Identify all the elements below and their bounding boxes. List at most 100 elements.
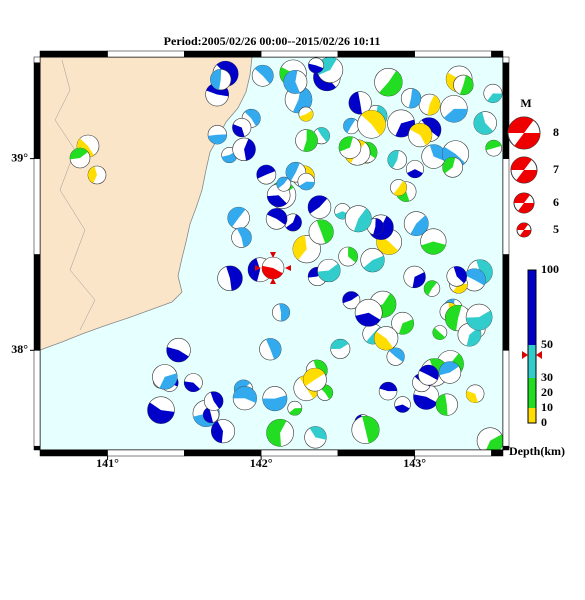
focal-mechanism-fill — [409, 123, 432, 146]
depth-bar — [528, 378, 536, 408]
magnitude-label: 5 — [553, 222, 559, 236]
frame-segment — [33, 56, 41, 64]
title: Period:2005/02/26 00:00--2015/02/26 10:1… — [164, 34, 381, 48]
focal-mechanism-fill — [244, 138, 256, 161]
mainshock-depth-marker — [522, 351, 542, 359]
focal-mechanism-fill — [363, 255, 385, 272]
focal-mechanism-fill — [429, 144, 446, 161]
focal-mechanism-fill — [330, 339, 349, 349]
focal-mechanism-fill — [408, 88, 421, 109]
frame-segment — [502, 445, 510, 451]
focal-mechanism-fill — [379, 70, 403, 97]
focal-mechanism-fill — [453, 283, 468, 294]
focal-mechanism-fill — [233, 386, 257, 403]
focal-mechanism-fill — [147, 402, 175, 424]
depth-label: 20 — [541, 385, 553, 399]
focal-mechanism-fill — [407, 169, 423, 178]
focal-mechanism-fill — [421, 117, 441, 138]
focal-mechanism-fill — [466, 327, 481, 347]
focal-mechanism-fill — [361, 110, 386, 136]
focal-mechanism-fill — [338, 136, 354, 152]
focal-mechanism-fill — [379, 382, 398, 392]
focal-mechanism-fill — [208, 134, 227, 145]
frame-segment — [502, 254, 510, 351]
focal-mechanism-fill — [413, 394, 438, 410]
focal-mechanism-fill — [210, 391, 224, 409]
focal-mechanism-fill — [232, 124, 245, 137]
focal-mechanism-fill — [410, 215, 429, 236]
focal-mechanism-fill — [394, 404, 410, 413]
focal-mechanism-fill — [184, 381, 200, 392]
frame-segment — [260, 50, 339, 58]
focal-mechanism-fill — [211, 420, 224, 443]
focal-mechanism-fill — [265, 338, 282, 360]
magnitude-symbol-fill — [514, 193, 534, 214]
frame-segment — [491, 449, 504, 457]
magnitude-symbol-fill — [511, 157, 537, 183]
frame-segment — [33, 445, 41, 451]
focal-mechanism-fill — [473, 112, 494, 135]
y-tick-label: 39° — [11, 150, 28, 164]
depth-label: 10 — [541, 400, 553, 414]
focal-mechanism-fill — [387, 150, 399, 169]
focal-mechanism-fill — [342, 291, 359, 304]
focal-mechanism-fill — [362, 416, 380, 444]
focal-mechanism-fill — [292, 86, 312, 113]
focal-mechanism-fill — [210, 69, 222, 90]
focal-mechanism-fill — [432, 327, 446, 340]
focal-mechanism-fill — [373, 218, 384, 235]
focal-mechanism-fill — [412, 272, 426, 288]
frame-segment — [502, 350, 510, 447]
depth-bar — [528, 270, 536, 345]
focal-mechanism-fill — [453, 266, 467, 284]
frame-segment — [502, 62, 510, 159]
focal-mechanism-fill — [256, 165, 276, 179]
frame-segment — [491, 50, 504, 58]
focal-mechanism-fill — [348, 247, 358, 263]
depth-label: 100 — [541, 262, 559, 276]
focal-mechanism-fill — [166, 346, 189, 362]
magnitude-title: M — [520, 96, 531, 110]
frame-segment — [502, 56, 510, 64]
focal-mechanism-fill — [374, 331, 394, 351]
focal-mechanism-fill — [279, 303, 290, 322]
depth-bar — [528, 408, 536, 423]
focal-mechanism-fill — [388, 347, 405, 362]
focal-mechanism-fill — [419, 365, 439, 380]
frame-segment — [414, 50, 492, 58]
focal-mechanism-fill — [484, 434, 504, 454]
focal-mechanism-fill — [244, 109, 261, 127]
focal-mechanism-fill — [476, 259, 493, 285]
depth-bar — [528, 345, 536, 378]
frame-segment — [33, 158, 41, 255]
magnitude-symbol-fill — [508, 117, 540, 149]
focal-mechanism-fill — [485, 140, 502, 151]
focal-mechanism-fill — [292, 235, 307, 260]
focal-mechanism-fill — [226, 265, 243, 291]
frame-segment — [39, 50, 108, 58]
focal-mechanism-fill — [308, 63, 324, 74]
focal-mechanism-fill — [343, 118, 356, 133]
focal-mechanism-fill — [443, 108, 468, 123]
focal-mechanism-fill — [283, 70, 300, 94]
x-tick-label: 143° — [403, 456, 426, 470]
focal-mechanism-fill — [393, 180, 407, 196]
focal-mechanism-fill — [466, 310, 493, 331]
depth-bar-frame — [527, 269, 537, 424]
frame-segment — [337, 50, 415, 58]
focal-mechanism-fill — [299, 181, 315, 190]
focal-mechanism-fill — [227, 207, 246, 227]
magnitude-label: 7 — [553, 162, 559, 176]
focal-mechanism-fill — [303, 129, 318, 152]
focal-mechanism-fill — [221, 151, 238, 163]
magnitude-symbol-fill — [517, 223, 531, 238]
focal-mechanism-fill — [276, 177, 289, 189]
focal-mechanism-fill — [445, 305, 462, 331]
focal-mechanism-fill — [285, 162, 300, 181]
focal-mechanism-fill — [236, 227, 252, 248]
frame-segment — [33, 254, 41, 351]
focal-mechanism-fill — [317, 263, 341, 282]
focal-mechanism-fill — [355, 312, 381, 327]
frame-segment — [107, 50, 185, 58]
